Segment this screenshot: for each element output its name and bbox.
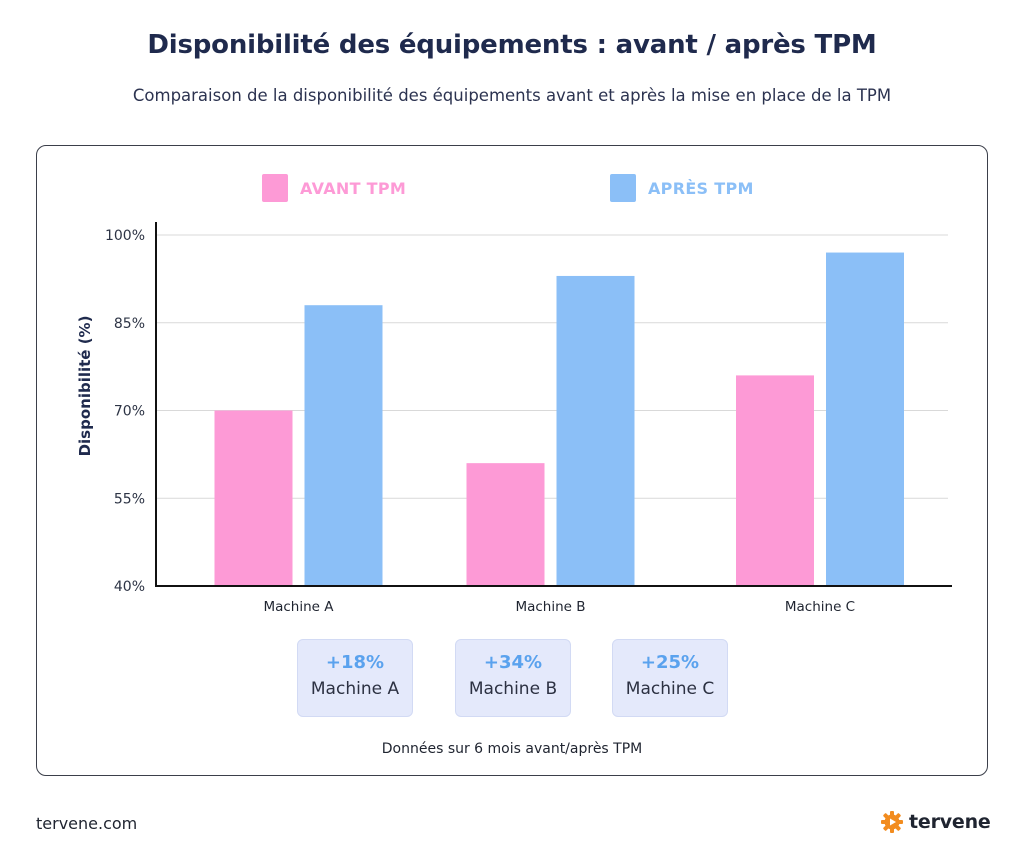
bar-avant-machine-a: [214, 410, 293, 586]
legend-item-apres: APRÈS TPM: [610, 174, 754, 202]
legend-label-avant: AVANT TPM: [300, 178, 407, 198]
y-tick-label: 55%: [114, 491, 145, 507]
page-subtitle: Comparaison de la disponibilité des équi…: [132, 86, 892, 105]
stat-machine-label: Machine B: [468, 679, 558, 699]
bar-apres-machine-a: [304, 305, 383, 586]
x-category-label: Machine A: [263, 599, 334, 615]
stat-gain-value: +25%: [640, 652, 700, 673]
gear-play-icon: [881, 811, 903, 833]
legend-item-avant: AVANT TPM: [262, 174, 406, 202]
y-tick-label: 40%: [114, 579, 145, 595]
brand-name: tervene: [909, 811, 991, 833]
stat-card-machine-b: +34% Machine B: [455, 639, 571, 717]
bar-apres-machine-b: [556, 275, 635, 586]
x-category-label: Machine C: [785, 599, 855, 615]
bar-apres-machine-c: [826, 252, 904, 587]
data-footnote: Données sur 6 mois avant/après TPM: [381, 741, 643, 757]
y-tick-label: 70%: [114, 404, 145, 420]
y-tick-label: 100%: [105, 228, 145, 244]
x-category-label: Machine B: [515, 599, 585, 615]
legend-swatch-avant: [262, 174, 288, 202]
legend-swatch-apres: [610, 174, 636, 202]
legend-label-apres: APRÈS TPM: [648, 178, 754, 198]
stat-card-machine-c: +25% Machine C: [612, 639, 728, 717]
stat-card-machine-a: +18% Machine A: [297, 639, 413, 717]
bar-avant-machine-b: [466, 463, 545, 586]
page-title: Disponibilité des équipements : avant / …: [147, 30, 877, 60]
stat-gain-value: +18%: [325, 652, 385, 673]
stat-gain-value: +34%: [483, 652, 543, 673]
y-tick-label: 85%: [114, 316, 145, 332]
brand-logo: tervene: [880, 810, 991, 834]
bar-avant-machine-c: [736, 375, 814, 586]
footer-site-link[interactable]: tervene.com: [36, 814, 138, 833]
stat-machine-label: Machine A: [310, 679, 400, 699]
stat-machine-label: Machine C: [625, 679, 715, 699]
y-axis-title: Disponibilité (%): [76, 316, 94, 457]
